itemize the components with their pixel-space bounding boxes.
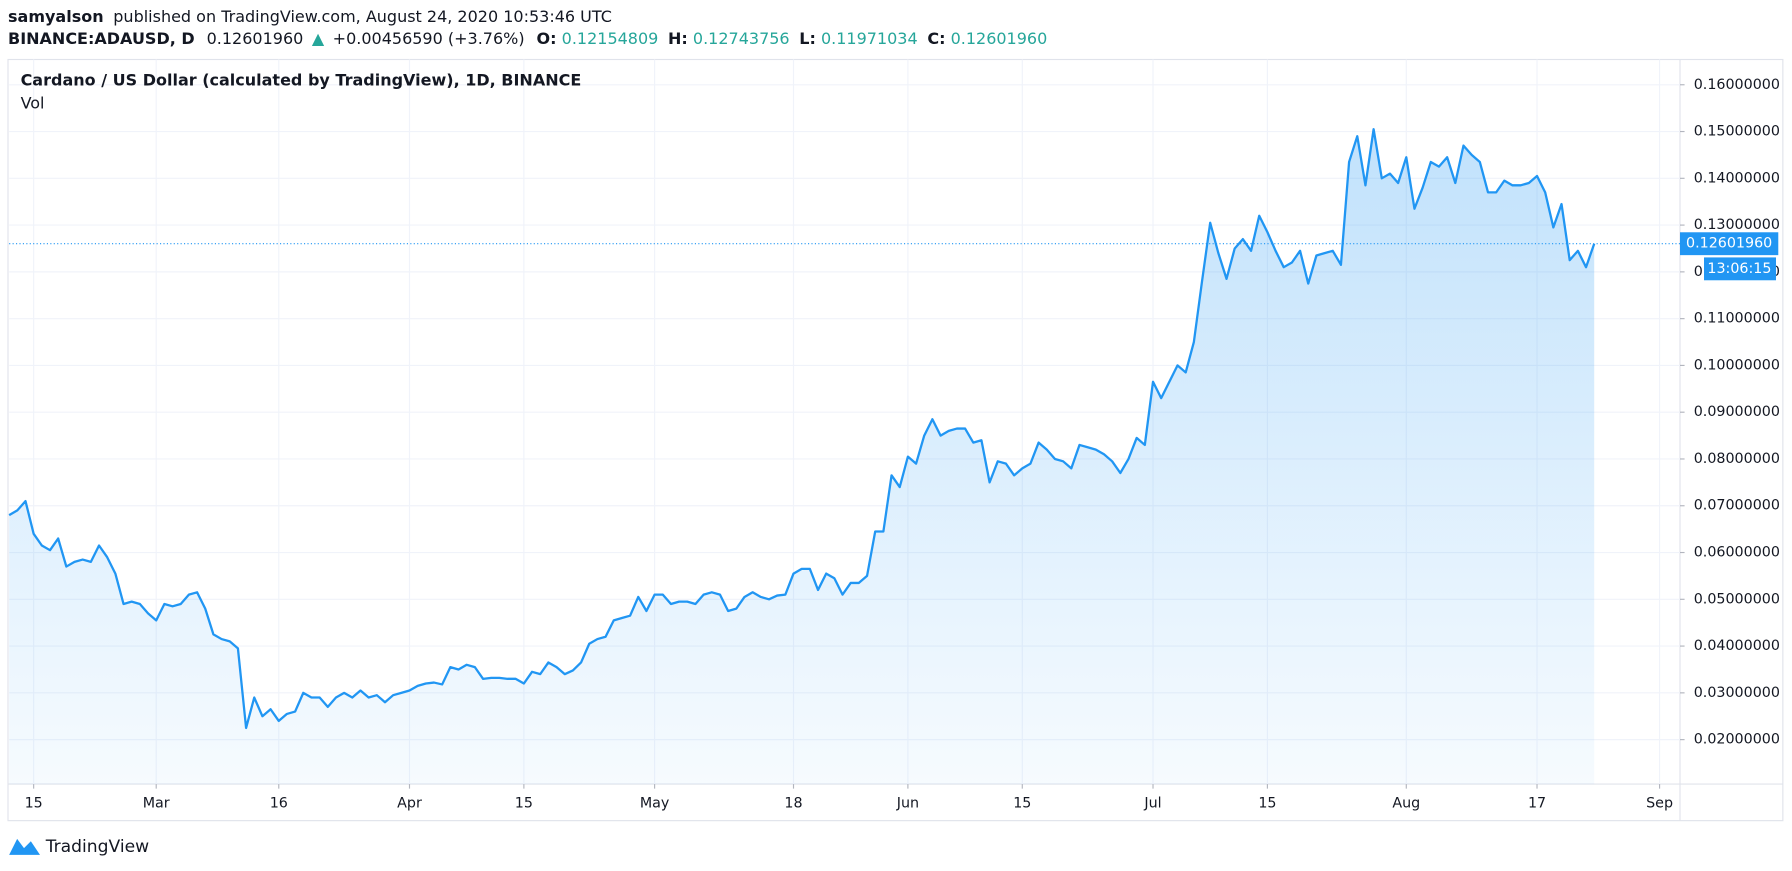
close-label: C: [927, 28, 945, 47]
price-badge [1680, 232, 1779, 256]
y-tick-label: 0.03000000 [1694, 685, 1780, 701]
change: +0.00456590 (+3.76%) [333, 28, 525, 47]
symbol: BINANCE:ADAUSD, D [8, 28, 195, 47]
close: 0.12601960 [951, 28, 1048, 47]
y-tick-label: 0.15000000 [1694, 124, 1780, 140]
symbol-line: BINANCE:ADAUSD, D 0.12601960 ▲ +0.004565… [8, 28, 1047, 47]
axes: 0.02000000 0.03000000 0.04000000 0.05000000… [25, 77, 1780, 812]
x-tick-label: Mar [143, 795, 170, 811]
chart-subtitle: Vol [21, 94, 45, 113]
published: published on TradingView.com, August 24,… [113, 7, 612, 26]
footer-logo: TradingView [9, 837, 149, 857]
author: samyalson [8, 7, 104, 26]
x-tick-label: 15 [1013, 795, 1031, 811]
header-line: samyalson published on TradingView.com, … [8, 7, 612, 26]
countdown-label: 13:06:15 [1707, 261, 1771, 277]
y-tick-label: 0.02000000 [1694, 732, 1780, 748]
y-tick-label: 0.07000000 [1694, 498, 1780, 514]
y-tick-label: 0.11000000 [1694, 311, 1780, 327]
x-tick-label: 18 [784, 795, 802, 811]
y-tick-label: 0.04000000 [1694, 638, 1780, 654]
x-tick-label: 15 [1258, 795, 1276, 811]
low: 0.11971034 [821, 28, 918, 47]
x-tick-label: May [640, 795, 670, 811]
price-badge-label: 0.12601960 [1686, 236, 1772, 252]
y-tick-label: 0.10000000 [1694, 357, 1780, 373]
y-tick-label: 0.05000000 [1694, 591, 1780, 607]
countdown-badge [1704, 257, 1776, 281]
x-tick-label: 16 [270, 795, 288, 811]
x-tick-label: 15 [25, 795, 43, 811]
high: 0.12743756 [693, 28, 790, 47]
price-line [8, 128, 1596, 730]
y-tick-label: 0.08000000 [1694, 451, 1780, 467]
arrow: ▲ [312, 28, 325, 47]
x-tick-label: 17 [1528, 795, 1546, 811]
logo-icon [9, 838, 41, 855]
area-fill [9, 129, 1595, 785]
open: 0.12154809 [562, 28, 659, 47]
last: 0.12601960 [207, 28, 304, 47]
y-tick-label: 0.09000000 [1694, 404, 1780, 420]
x-tick-label: Jul [1143, 795, 1161, 811]
open-label: O: [537, 28, 557, 47]
brand: TradingView [45, 837, 149, 857]
x-tick-label: 15 [515, 795, 533, 811]
plot [8, 128, 1680, 785]
y-tick-label: 0.14000000 [1694, 170, 1780, 186]
x-tick-label: Jun [896, 795, 919, 811]
chart-frame [7, 58, 1784, 822]
y-tick-label: 0.06000000 [1694, 545, 1780, 561]
chart-title: Cardano / US Dollar (calculated by Tradi… [21, 71, 582, 90]
x-tick-label: Aug [1392, 795, 1420, 811]
x-tick-label: Apr [397, 795, 422, 811]
low-label: L: [799, 28, 816, 47]
y-tick-label: 0.13000000 [1694, 217, 1780, 233]
x-tick-label: Sep [1646, 795, 1673, 811]
high-label: H: [668, 28, 688, 47]
y-tick-label: 0.16000000 [1694, 77, 1780, 93]
